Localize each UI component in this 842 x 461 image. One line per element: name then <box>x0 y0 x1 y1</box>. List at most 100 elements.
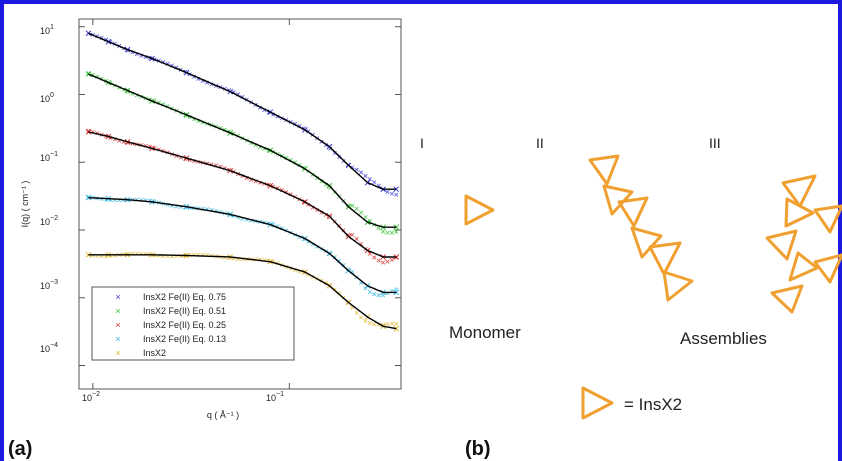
data-marker <box>350 232 355 237</box>
data-marker <box>372 292 377 297</box>
data-marker <box>389 321 394 326</box>
panel-a-label: (a) <box>8 438 32 460</box>
stage-label-i: I <box>420 135 424 151</box>
data-marker <box>363 318 368 324</box>
fit-lines <box>88 32 397 330</box>
data-point <box>85 194 92 201</box>
data-marker <box>385 259 390 264</box>
data-marker <box>354 236 359 242</box>
assembly-triangle-icon <box>630 226 663 259</box>
data-marker <box>367 177 372 182</box>
x-tick-labels: 10−2 10−1 <box>82 391 284 403</box>
data-marker <box>389 191 394 196</box>
x-axis-label: q ( Å⁻¹ ) <box>207 410 239 420</box>
assembly-triangle-icon <box>813 253 842 284</box>
y-tick-label: 10−2 <box>40 215 58 227</box>
panel-b-label: (b) <box>465 438 491 460</box>
assembly-triangle-icon <box>765 229 798 261</box>
stage-label-ii: II <box>536 135 544 151</box>
fit-line <box>88 197 397 294</box>
data-marker <box>394 192 399 197</box>
x-tick-label: 10−2 <box>82 391 100 403</box>
assemblies-label: Assemblies <box>680 329 767 348</box>
data-marker <box>385 189 390 194</box>
chart-panel: 101 100 10−1 10−2 10−3 10−4 10−2 10−1 q … <box>20 18 402 420</box>
data-marker <box>372 180 377 185</box>
data-marker <box>332 287 337 292</box>
data-marker <box>394 321 399 326</box>
legend-label: InsX2 Fe(II) Eq. 0.51 <box>143 306 226 316</box>
legend-marker: × <box>115 292 120 302</box>
legend-entry: × InsX2 Fe(II) Eq. 0.75 <box>115 292 226 302</box>
assembly-triangle-icon <box>788 251 819 282</box>
fit-line <box>88 32 397 190</box>
data-marker <box>363 286 368 291</box>
monomer-triangle-icon <box>464 194 495 226</box>
data-marker <box>359 170 364 175</box>
data-marker <box>372 255 377 260</box>
data-point <box>85 71 92 77</box>
y-axis-label: I(q) ( cm⁻¹ ) <box>20 181 30 228</box>
data-marker <box>350 165 355 170</box>
triangle-key-label: = InsX2 <box>624 395 682 414</box>
data-marker <box>367 321 372 326</box>
legend-marker: × <box>115 306 120 316</box>
y-tick-label: 101 <box>40 24 54 36</box>
y-tick-label: 10−4 <box>40 342 58 354</box>
legend-entry: × InsX2 <box>115 348 166 358</box>
data-marker <box>359 315 364 320</box>
data-marker <box>380 293 386 298</box>
data-marker <box>367 290 372 295</box>
axis-ticks <box>79 19 401 389</box>
data-marker <box>376 293 381 298</box>
triangles <box>464 154 842 420</box>
legend-label: InsX2 <box>143 348 166 358</box>
assembly-triangle-icon <box>813 204 842 234</box>
data-marker <box>376 226 381 231</box>
data-marker <box>359 210 364 215</box>
assembly-triangle-icon <box>770 284 804 314</box>
data-marker <box>341 263 346 268</box>
assembly-triangle-icon <box>784 197 815 228</box>
data-marker <box>385 230 390 235</box>
data-marker <box>86 252 91 258</box>
schematic-panel: I II III Monomer Assemblies = InsX2 <box>420 135 842 420</box>
data-marker <box>389 257 394 262</box>
y-tick-labels: 101 100 10−1 10−2 10−3 10−4 <box>40 24 58 354</box>
data-marker <box>350 203 355 208</box>
data-marker <box>328 283 333 288</box>
data-marker <box>332 150 337 156</box>
legend-label: InsX2 Fe(II) Eq. 0.75 <box>143 292 226 302</box>
y-tick-label: 10−3 <box>40 279 58 291</box>
x-tick-label: 10−1 <box>266 391 284 403</box>
data-marker <box>337 259 342 264</box>
assembly-triangle-icon <box>588 154 620 186</box>
data-marker <box>380 229 386 234</box>
legend-entry: × InsX2 Fe(II) Eq. 0.13 <box>115 334 226 344</box>
legend-label: InsX2 Fe(II) Eq. 0.13 <box>143 334 226 344</box>
data-marker <box>337 155 342 160</box>
data-marker <box>354 206 359 211</box>
data-marker <box>328 146 333 151</box>
legend-marker: × <box>115 320 120 330</box>
chart-legend: × InsX2 Fe(II) Eq. 0.75 × InsX2 Fe(II) E… <box>91 286 295 361</box>
data-marker <box>363 173 368 179</box>
fit-line <box>88 131 397 258</box>
assembly-triangle-icon <box>617 196 649 228</box>
legend-box <box>91 286 295 361</box>
assembly-triangle-icon <box>781 174 817 208</box>
data-marker <box>354 310 359 315</box>
y-tick-label: 100 <box>40 92 54 104</box>
data-point <box>85 129 92 135</box>
assembly-triangle-icon <box>648 241 682 276</box>
data-marker <box>389 230 394 235</box>
monomer-label: Monomer <box>449 323 521 342</box>
legend-marker: × <box>115 334 120 344</box>
assembly-triangle-icon <box>662 270 694 302</box>
data-marker <box>385 321 390 327</box>
fit-line <box>88 73 397 228</box>
fit-line <box>88 254 397 330</box>
legend-triangle-icon <box>581 386 614 420</box>
stage-label-iii: III <box>709 135 721 151</box>
